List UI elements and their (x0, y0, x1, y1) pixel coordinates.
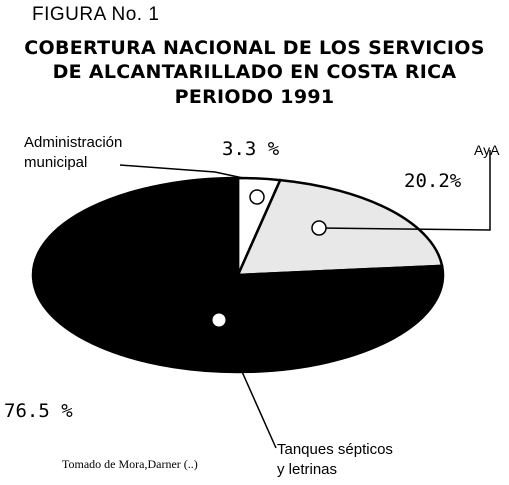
value-label-aya: 20.2% (404, 170, 462, 192)
chart-title-line-1: COBERTURA NACIONAL DE LOS SERVICIOS (24, 37, 485, 59)
source-note: Tomado de Mora,Darner (..) (62, 457, 198, 471)
marker-dot-tanques (212, 313, 226, 327)
label-tanques-line-2: y letrinas (277, 461, 338, 478)
label-admin-line-1: Administración (24, 134, 123, 151)
figure-label: FIGURA No. 1 (32, 4, 160, 25)
leader-line-tanques (218, 319, 277, 449)
value-label-tanques: 76.5 % (4, 400, 73, 422)
leader-line-aya (318, 150, 491, 231)
marker-dot-admin (249, 189, 265, 205)
leader-line-admin (119, 164, 244, 179)
chart-title-line-3: PERIODO 1991 (174, 86, 335, 108)
label-admin-line-2: municipal (24, 154, 88, 171)
value-label-admin: 3.3 % (222, 138, 280, 160)
marker-dot-aya (311, 220, 327, 236)
pie-slice-2 (31, 176, 445, 374)
label-tanques-line-1: Tanques sépticos (277, 441, 393, 458)
label-tanques: Tanques sépticos y letrinas (277, 440, 393, 480)
chart-title-line-2: DE ALCANTARILLADO EN COSTA RICA (52, 61, 457, 83)
label-admin-municipal: Administración municipal (24, 133, 122, 173)
label-aya: AyA (474, 142, 500, 158)
